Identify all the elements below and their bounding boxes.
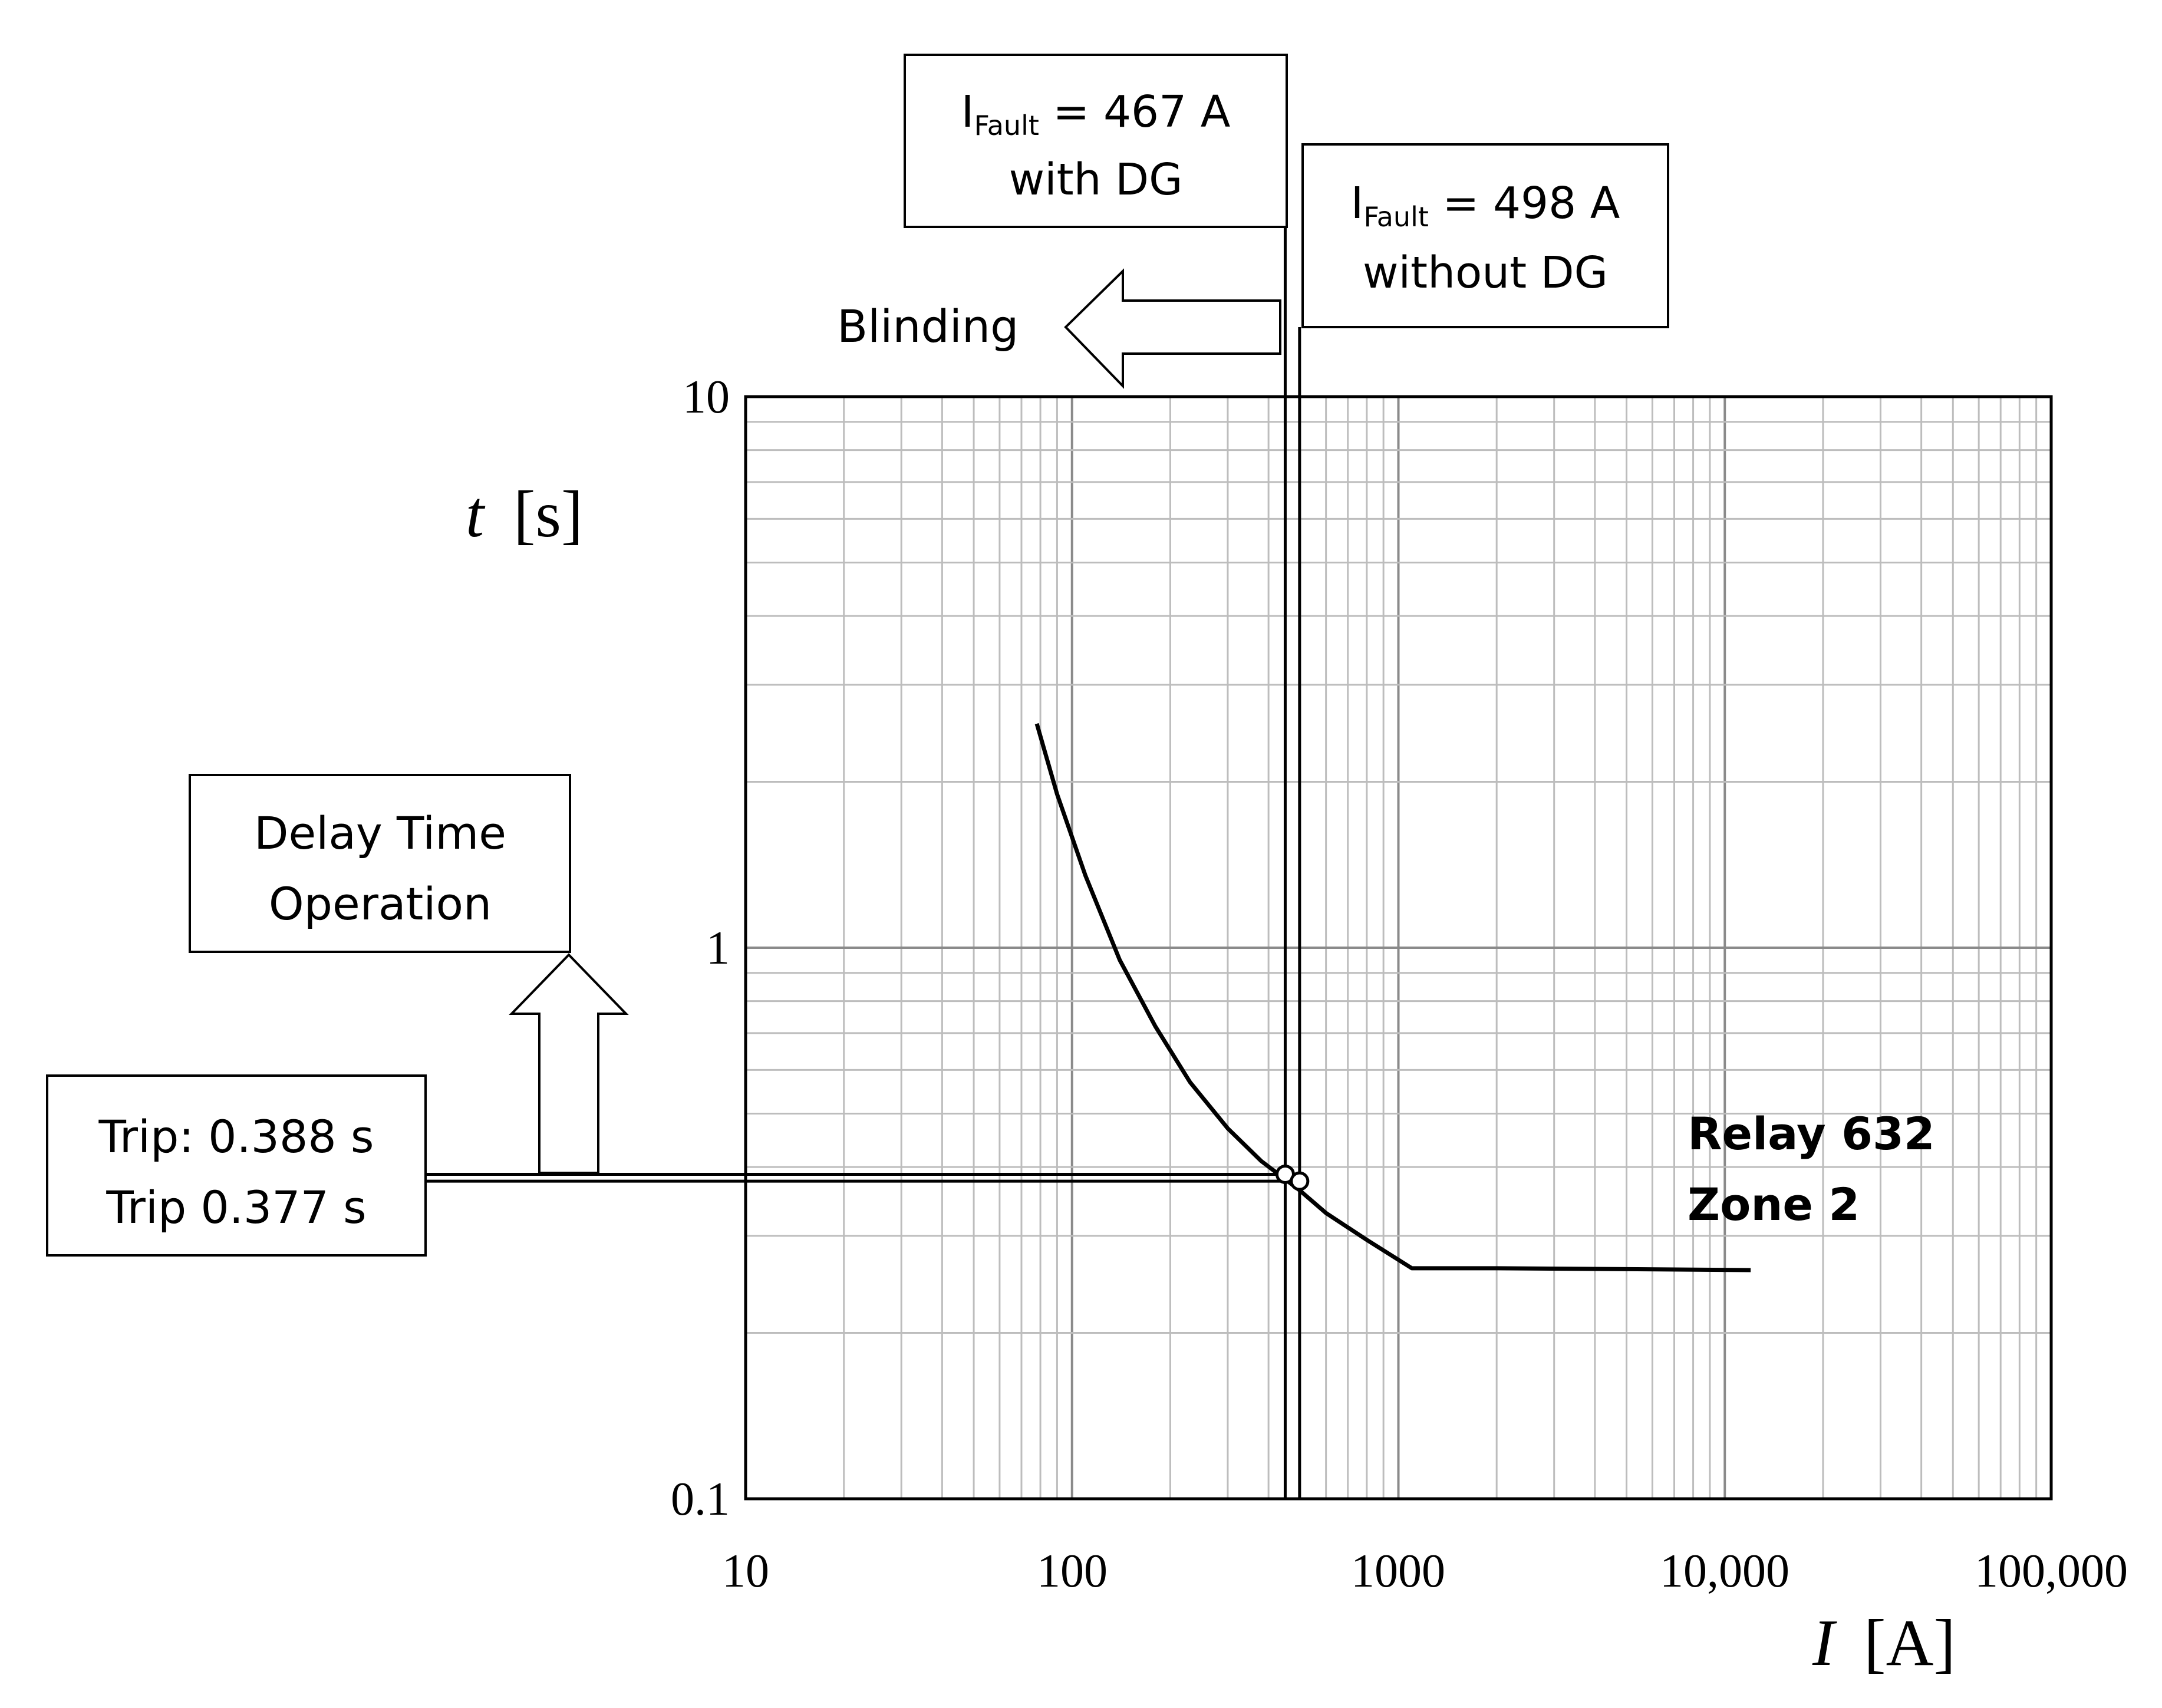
fault-with-dg-label: IFault = 467 A <box>961 87 1231 141</box>
x-axis-var: I <box>1812 1607 1837 1680</box>
x-axis-unit: [A] <box>1864 1607 1955 1680</box>
x-axis-label: I [A] <box>1812 1607 1956 1680</box>
delay-up-arrow <box>509 953 629 1174</box>
blinding-arrow <box>1064 268 1281 389</box>
trip-time-with-dg: Trip: 0.388 s <box>98 1110 374 1163</box>
delay-time-label-1: Delay Time <box>254 807 506 859</box>
grid-lines <box>744 397 2051 1500</box>
y-tick-label: 1 <box>706 922 730 974</box>
fault-with-dg-box <box>904 54 1288 228</box>
fault-with-dg-line2: with DG <box>1009 154 1183 205</box>
relay-632-curve <box>1034 723 1751 1272</box>
delay-time-label-2: Operation <box>269 878 492 930</box>
relay-legend-line2: Zone 2 <box>1688 1178 1860 1231</box>
x-tick-label: 1000 <box>1351 1545 1445 1597</box>
y-tick-label: 0.1 <box>671 1473 730 1525</box>
blinding-label: Blinding <box>837 300 1019 352</box>
x-tick-label: 10,000 <box>1660 1545 1789 1597</box>
trip-times-box <box>46 1074 427 1257</box>
fault-without-dg-line2: without DG <box>1363 248 1608 298</box>
trip-point-without-dg <box>1290 1171 1310 1191</box>
x-tick-label: 100 <box>1037 1545 1108 1597</box>
fault-without-dg-label: IFault = 498 A <box>1351 178 1620 233</box>
relay-legend-line1: Relay 632 <box>1688 1107 1935 1160</box>
x-tick-label: 100,000 <box>1975 1545 2128 1597</box>
fault-without-dg-box <box>1301 143 1669 328</box>
plot-frame <box>744 395 2053 1501</box>
x-tick-label: 10 <box>722 1545 769 1597</box>
y-axis-var: t <box>466 478 486 551</box>
y-axis-unit: [s] <box>513 478 583 551</box>
trip-time-without-dg: Trip 0.377 s <box>106 1181 366 1234</box>
y-axis-label: t [s] <box>466 478 583 551</box>
y-tick-label: 10 <box>683 371 730 423</box>
delay-time-box <box>189 774 571 953</box>
